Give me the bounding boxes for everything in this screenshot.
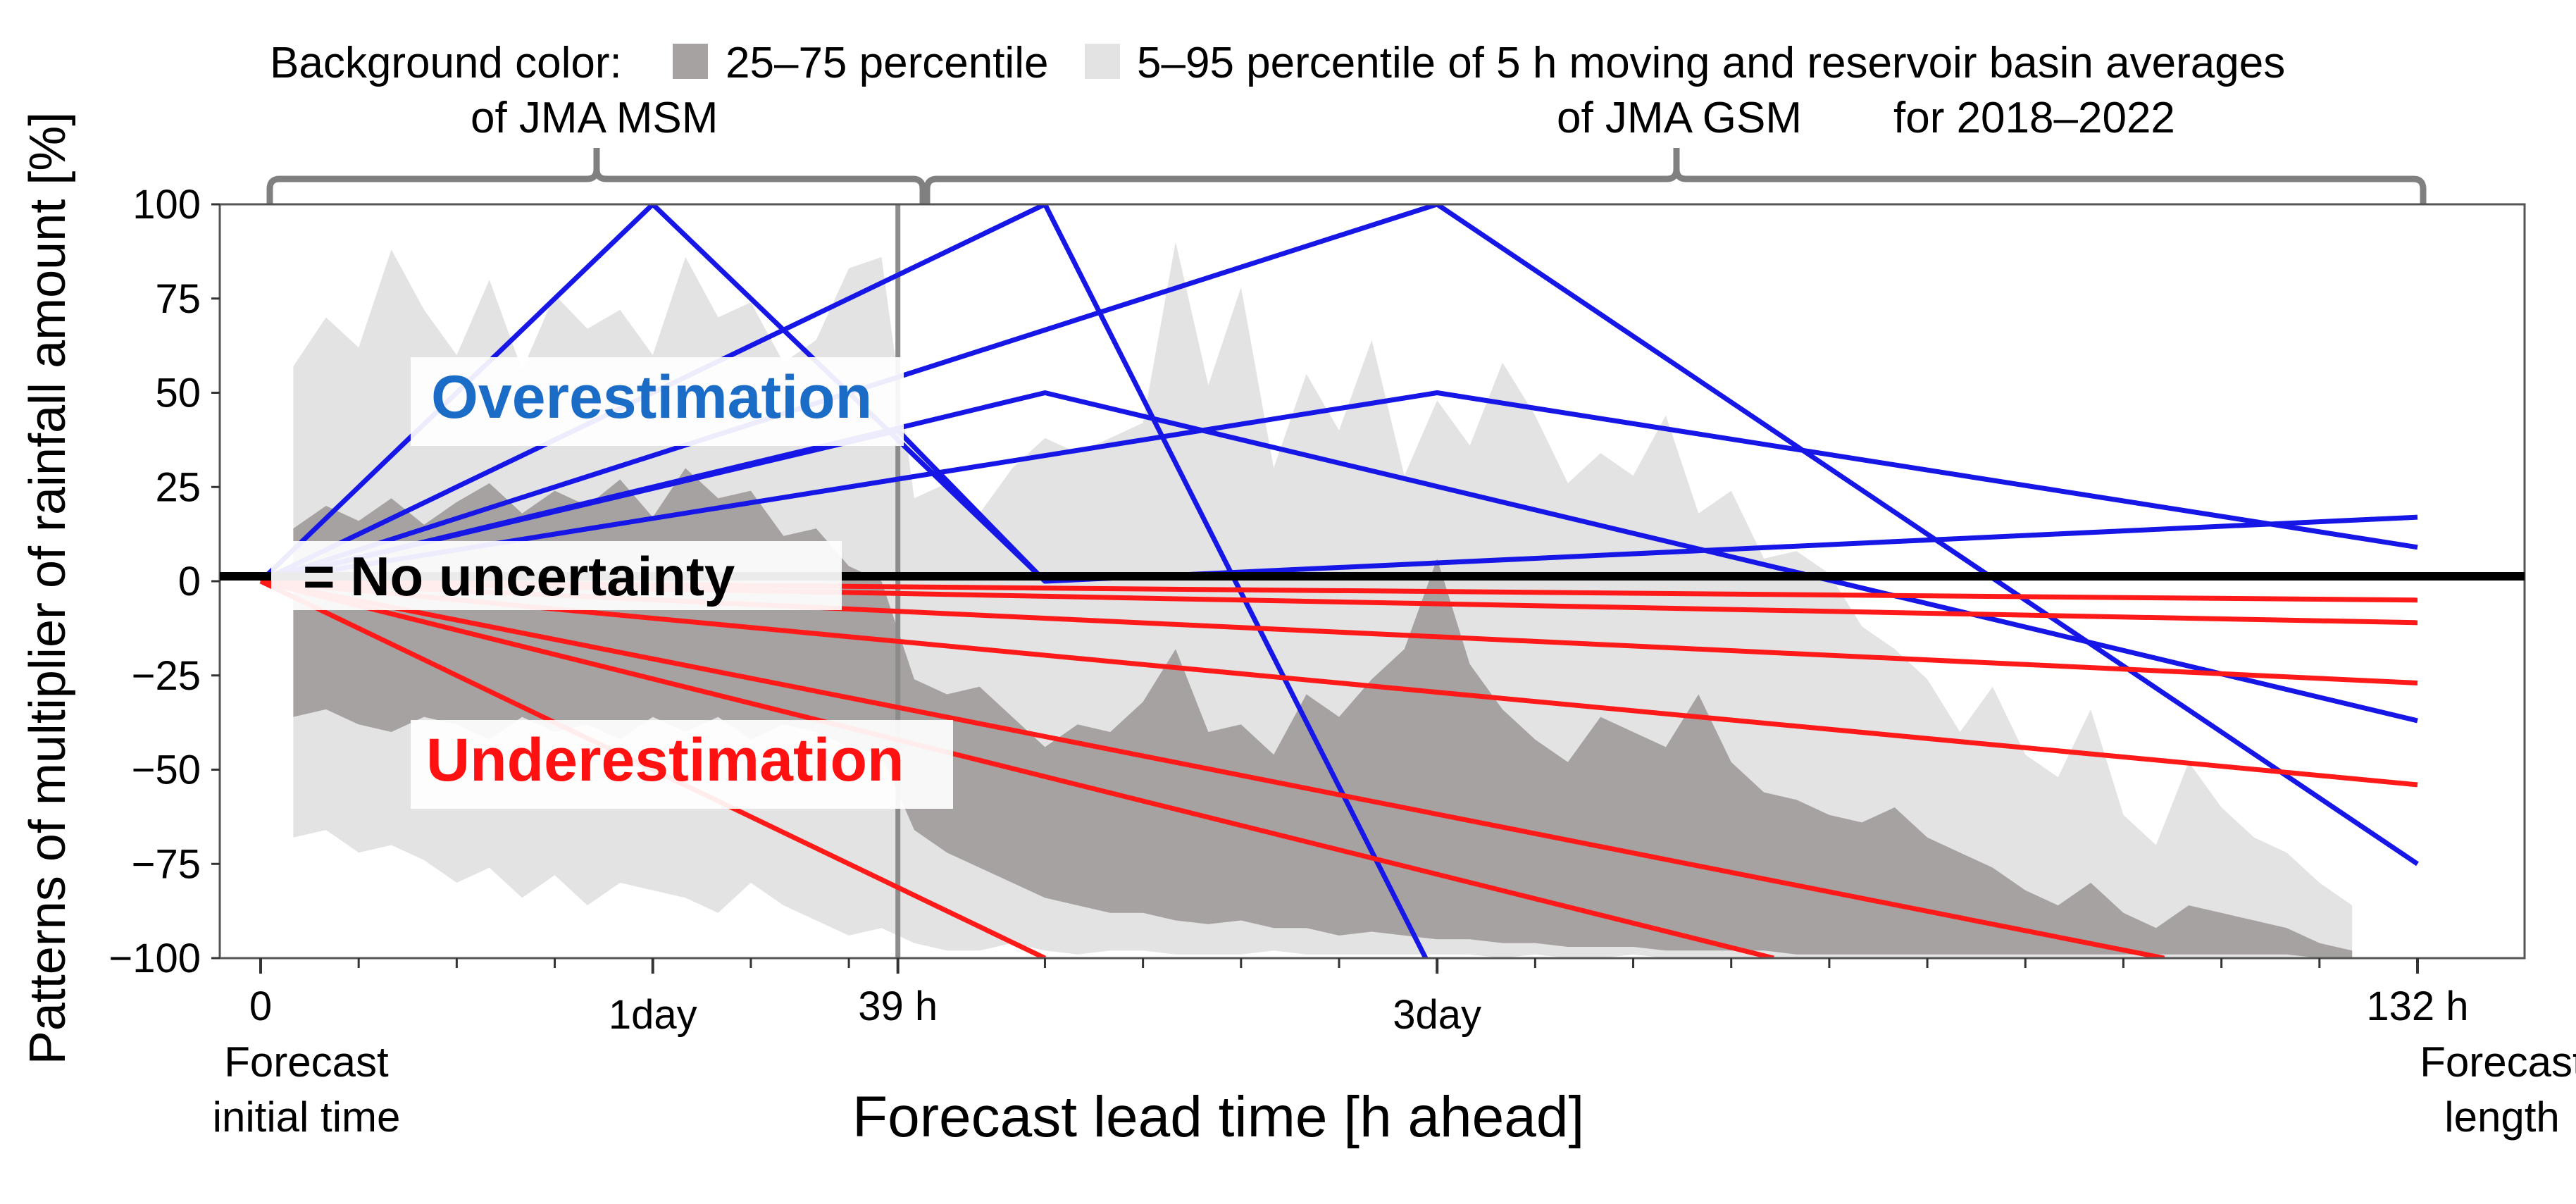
overestimation-label: Overestimation	[431, 364, 872, 431]
x-tick-label: 0	[249, 983, 272, 1029]
annotation-no-uncertainty: = No uncertainty	[271, 541, 842, 610]
annotation-underestimation: Underestimation	[411, 720, 953, 809]
y-tick-label: 25	[155, 464, 201, 510]
x-tick-label: 39 h	[858, 983, 938, 1029]
x-tick-label: 132 h	[2366, 983, 2468, 1029]
bracket-gsm	[923, 148, 2427, 209]
x-tick-sublabel: Forecast	[2420, 1038, 2576, 1086]
y-tick-label: 50	[155, 371, 201, 416]
no-uncertainty-label: = No uncertainty	[303, 545, 735, 607]
underestimation-label: Underestimation	[426, 726, 904, 794]
annotation-overestimation: Overestimation	[411, 357, 904, 446]
series-under-6	[260, 578, 1774, 958]
x-tick-sublabel: Forecast	[224, 1038, 389, 1086]
bracket-labels: of JMA MSM of JMA GSM for 2018–2022	[266, 94, 2427, 209]
legend-prefix: Background color:	[270, 39, 622, 87]
bracket-label-msm: of JMA MSM	[471, 94, 718, 142]
y-tick-label: 75	[155, 276, 201, 322]
series-over-peak-48h	[259, 204, 1429, 958]
y-tick-label: 0	[178, 559, 201, 604]
x-tick-sublabel: length	[2444, 1093, 2559, 1141]
y-axis: 100 75 50 25 0 −25 −50 −75 −100	[108, 182, 220, 981]
bracket-label-gsm: of JMA GSM	[1557, 94, 1802, 142]
legend-label-iqr: 25–75 percentile	[726, 39, 1048, 87]
legend-swatch-iqr	[673, 44, 708, 79]
bracket-msm	[266, 148, 926, 209]
x-tick-label: 1day	[609, 992, 697, 1038]
x-tick-label: 3day	[1393, 992, 1481, 1038]
x-axis: 0 Forecast initial time 1day 39 h 3day 132 h Fo…	[213, 958, 2576, 1141]
bracket-label-period: for 2018–2022	[1893, 94, 2175, 142]
series-under-5	[260, 578, 2165, 958]
y-tick-label: −50	[132, 747, 201, 793]
series-over-peak-72h-to-50	[260, 390, 2418, 584]
y-tick-label: −100	[108, 936, 201, 981]
x-tick-sublabel: initial time	[213, 1093, 401, 1141]
legend-label-90: 5–95 percentile of 5 h moving and reserv…	[1137, 39, 2285, 87]
series-under-4	[260, 578, 2418, 788]
y-tick-label: 100	[132, 182, 201, 228]
series-over-steep-from-39h	[260, 428, 2418, 584]
series-over-peak-24h	[259, 204, 1047, 583]
y-tick-label: −25	[132, 653, 201, 699]
legend-swatch-90	[1085, 44, 1120, 79]
y-axis-title: Patterns of multiplier of rainfall amoun…	[20, 112, 76, 1065]
x-axis-title: Forecast lead time [h ahead]	[852, 1085, 1584, 1149]
y-tick-label: −75	[132, 841, 201, 887]
legend: Background color: 25–75 percentile 5–95 …	[270, 39, 2285, 87]
